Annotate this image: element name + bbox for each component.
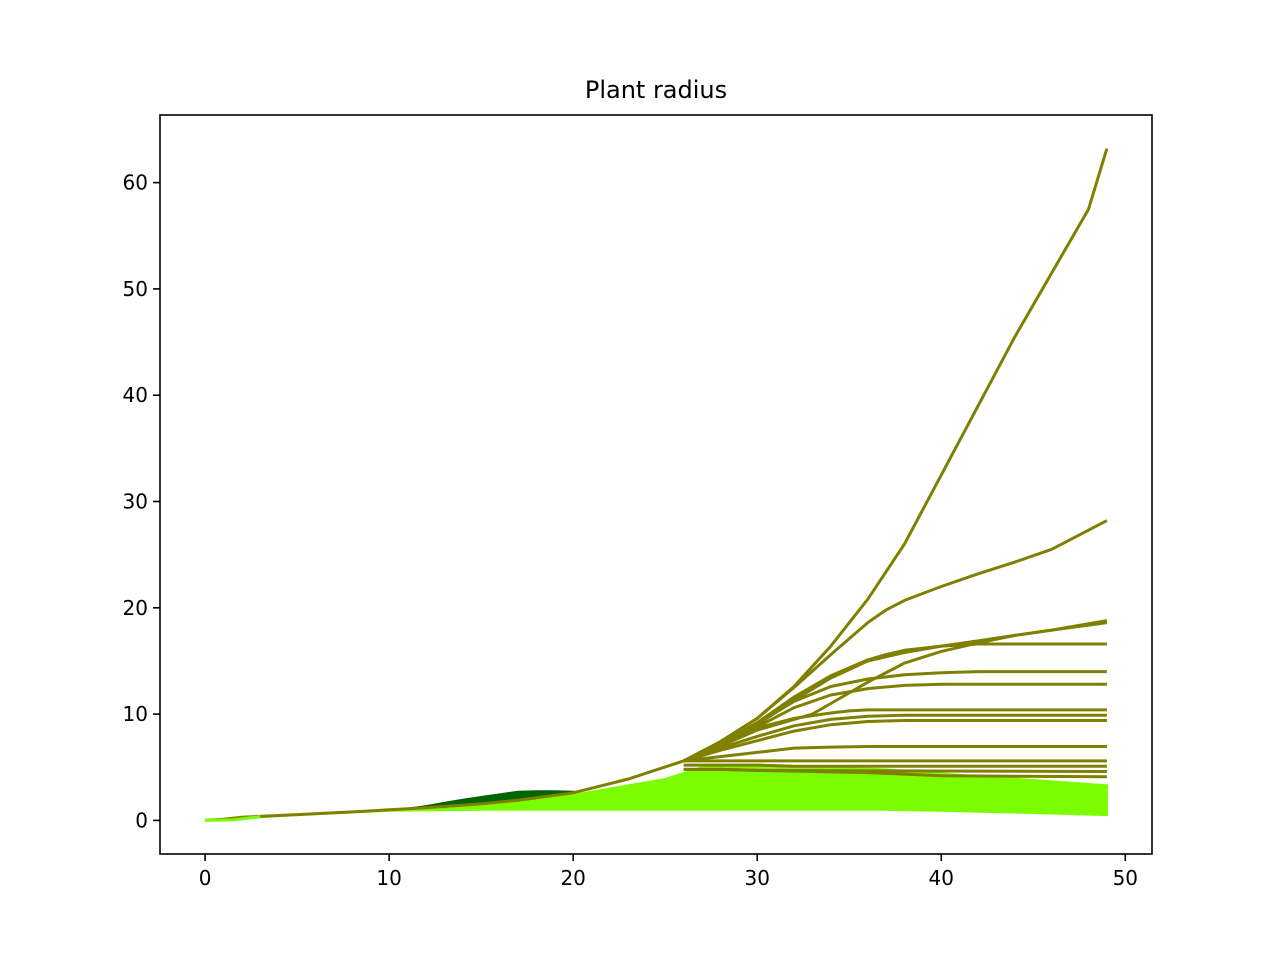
series-line-4: [683, 621, 1108, 763]
filled-bands: [205, 766, 1108, 822]
series-line-11: [683, 745, 1107, 763]
series-line-2: [682, 519, 1108, 763]
green-start-segment: [205, 815, 261, 822]
series-line-8: [683, 708, 1107, 763]
y-tick-label: 40: [123, 383, 148, 407]
y-tick-label: 20: [123, 596, 148, 620]
y-tick-label: 60: [123, 171, 148, 195]
series-lines: [205, 148, 1109, 822]
x-tick-label: 0: [199, 866, 212, 890]
y-tick-label: 50: [123, 277, 148, 301]
shared-early-curve: [205, 759, 685, 822]
y-tick-label: 30: [123, 490, 148, 514]
chart-title: Plant radius: [585, 76, 727, 104]
x-axis: 0 10 20 30 40 50: [199, 854, 1138, 890]
y-tick-label: 10: [123, 702, 148, 726]
x-tick-label: 20: [560, 866, 585, 890]
series-line-13: [683, 763, 1107, 768]
y-axis: 0 10 20 30 40 50 60: [123, 171, 160, 832]
plot-frame: [159, 114, 1153, 855]
series-line-10: [683, 719, 1107, 763]
series-line-9: [683, 713, 1107, 763]
y-tick-label: 0: [135, 808, 148, 832]
series-line-15: [683, 767, 1107, 779]
x-tick-label: 10: [376, 866, 401, 890]
series-line-6: [682, 670, 1107, 763]
x-tick-label: 50: [1113, 866, 1138, 890]
x-tick-label: 30: [744, 866, 769, 890]
green-band: [205, 766, 1108, 822]
x-tick-label: 40: [929, 866, 954, 890]
